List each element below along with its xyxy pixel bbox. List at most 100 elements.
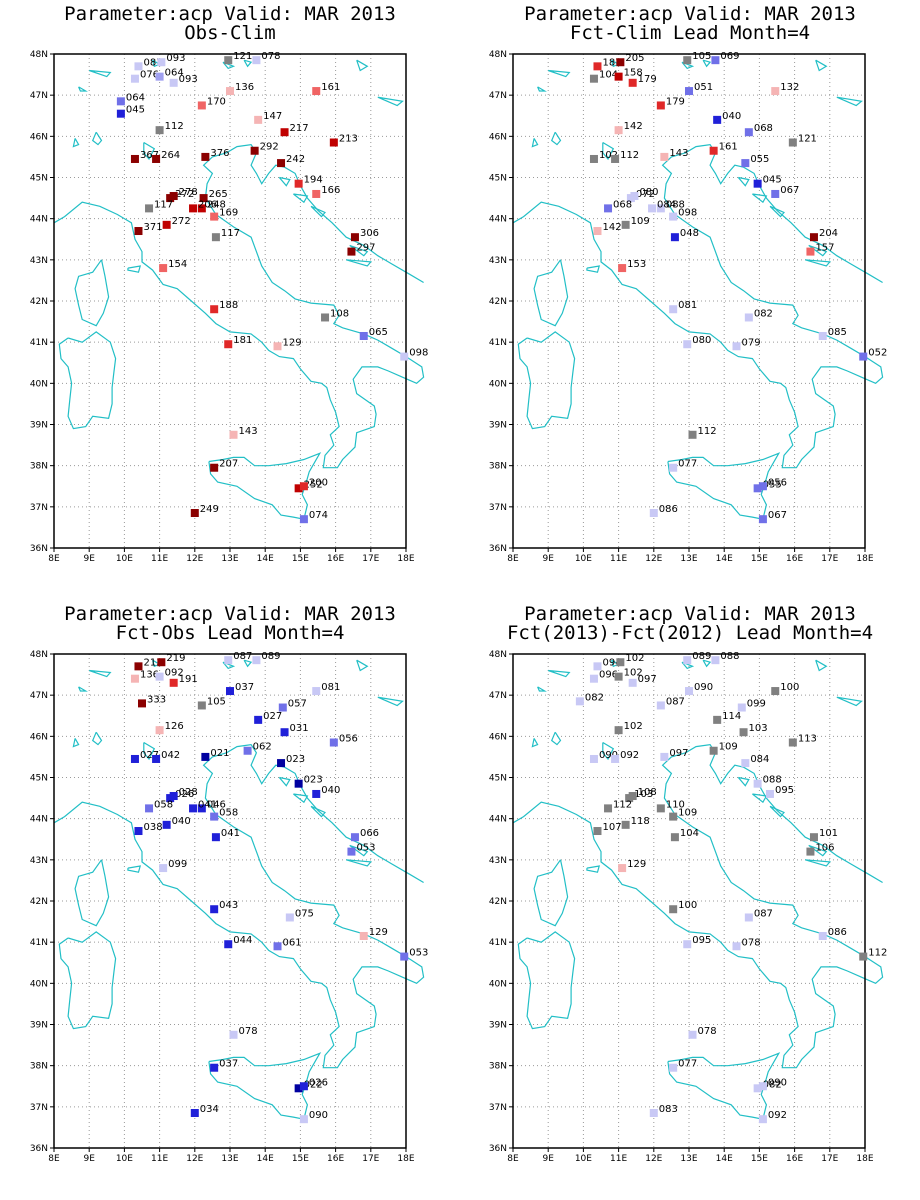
station-marker [788, 738, 797, 747]
station-marker [669, 905, 678, 914]
station-marker [753, 179, 762, 188]
station-value-label: 078 [698, 1026, 717, 1037]
lon-label: 18E [856, 554, 873, 564]
station-value-label: 040 [321, 785, 340, 796]
coastline [91, 131, 103, 146]
station-marker [312, 789, 321, 798]
station-value-label: 022 [304, 1079, 323, 1090]
station-marker [116, 109, 125, 118]
station-marker [604, 204, 613, 213]
station-marker [809, 233, 818, 242]
station-marker [744, 913, 753, 922]
station-marker [224, 56, 233, 65]
lat-label: 45N [489, 174, 507, 184]
station-marker [593, 827, 602, 836]
station-marker [744, 128, 753, 137]
coastline [293, 793, 309, 804]
station-marker [252, 56, 261, 65]
station-marker [660, 752, 669, 761]
station-marker [152, 154, 161, 163]
coastline [346, 859, 373, 867]
station-marker [229, 430, 238, 439]
station-value-label: 068 [754, 123, 773, 134]
coastline [349, 244, 369, 257]
station-value-label: 194 [304, 175, 323, 186]
station-marker [155, 126, 164, 135]
station-marker [753, 1084, 762, 1093]
lat-label: 36N [489, 1144, 507, 1154]
station-value-label: 102 [625, 653, 644, 664]
station-value-label: 088 [763, 775, 782, 786]
station-value-label: 147 [263, 111, 282, 122]
station-marker [294, 179, 303, 188]
lat-label: 43N [30, 256, 48, 266]
station-marker [713, 715, 722, 724]
station-value-label: 158 [624, 68, 643, 79]
station-value-label: 371 [143, 222, 162, 233]
station-marker [273, 942, 282, 951]
station-value-label: 064 [165, 68, 184, 79]
coastline [72, 738, 80, 748]
station-marker [656, 204, 665, 213]
station-marker [155, 672, 164, 681]
station-marker [649, 1109, 658, 1118]
lon-label: 12E [645, 1154, 662, 1164]
coastline [143, 141, 156, 161]
station-value-label: 078 [239, 1026, 258, 1037]
station-value-label: 136 [140, 670, 159, 681]
station-marker [226, 687, 234, 696]
station-marker [400, 952, 409, 961]
station-value-label: 117 [221, 228, 240, 239]
station-marker [210, 305, 219, 314]
station-value-label: 110 [666, 799, 685, 810]
lat-label: 42N [489, 297, 507, 307]
station-marker [628, 78, 637, 87]
map-panel-fct-clim: Parameter:acp Valid: MAR 2013 Fct-Clim L… [460, 0, 920, 600]
station-value-label: 100 [780, 682, 799, 693]
station-value-label: 102 [624, 721, 643, 732]
station-value-label: 042 [161, 750, 180, 761]
coastline [533, 259, 569, 327]
station-marker [628, 792, 637, 801]
lat-label: 48N [489, 50, 507, 60]
station-marker [299, 482, 308, 491]
station-value-label: 090 [768, 1077, 787, 1088]
station-value-label: 278 [179, 187, 198, 198]
station-marker [130, 674, 139, 683]
lon-label: 9E [83, 1154, 95, 1164]
coastline [805, 259, 832, 267]
station-marker [589, 674, 598, 683]
panel-title-line1: Parameter:acp Valid: MAR 2013 [524, 603, 856, 625]
station-value-label: 205 [625, 53, 644, 64]
coastline [78, 86, 88, 92]
lat-label: 39N [489, 1021, 507, 1031]
station-marker [350, 233, 359, 242]
lon-label: 12E [645, 554, 662, 564]
station-value-label: 109 [631, 216, 650, 227]
station-value-label: 213 [143, 657, 162, 668]
station-value-label: 112 [868, 948, 887, 959]
map-plot: 48N 47N 46N 45N 44N 43N 42N 41N 40N 39N 38N 37N 36N8… [489, 50, 888, 564]
station-marker [688, 430, 697, 439]
lat-label: 40N [489, 979, 507, 989]
station-value-label: 080 [692, 335, 711, 346]
station-marker [145, 204, 154, 213]
station-marker [134, 662, 143, 671]
station-marker [157, 658, 166, 667]
station-marker [670, 833, 679, 842]
station-value-label: 117 [154, 199, 173, 210]
coastline [702, 59, 712, 68]
station-value-label: 088 [720, 651, 739, 662]
coastline [517, 931, 576, 1030]
station-marker [616, 658, 625, 667]
station-marker [152, 754, 161, 763]
lat-label: 48N [30, 650, 48, 660]
station-marker [197, 101, 206, 110]
station-marker [809, 833, 818, 842]
station-value-label: 095 [775, 785, 794, 796]
coastline [53, 743, 425, 1069]
lat-label: 44N [30, 215, 48, 225]
coastline [143, 741, 156, 761]
station-marker [711, 56, 720, 65]
station-value-label: 023 [304, 775, 323, 786]
